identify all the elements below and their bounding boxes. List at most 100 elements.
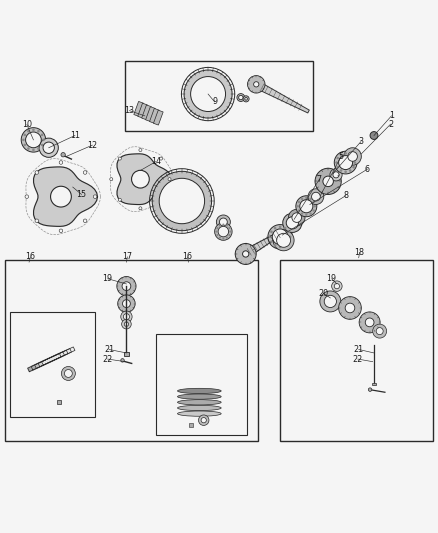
- Bar: [155, 334, 247, 434]
- Circle shape: [122, 282, 131, 290]
- Circle shape: [228, 227, 230, 229]
- Circle shape: [27, 147, 30, 150]
- Circle shape: [243, 96, 249, 102]
- Circle shape: [32, 128, 35, 131]
- Text: 2: 2: [388, 120, 393, 128]
- Circle shape: [118, 295, 135, 312]
- Circle shape: [110, 177, 113, 181]
- Circle shape: [314, 205, 316, 207]
- Circle shape: [215, 231, 217, 232]
- Bar: [11, 312, 95, 417]
- Text: 15: 15: [76, 190, 87, 199]
- Ellipse shape: [177, 389, 221, 393]
- Text: 13: 13: [124, 106, 134, 115]
- Circle shape: [123, 300, 131, 308]
- Circle shape: [313, 209, 315, 212]
- Text: 5: 5: [339, 151, 344, 160]
- Circle shape: [131, 171, 149, 188]
- Circle shape: [308, 189, 324, 205]
- Text: 20: 20: [319, 289, 329, 298]
- Circle shape: [245, 98, 247, 100]
- Circle shape: [230, 231, 231, 232]
- Circle shape: [309, 213, 312, 215]
- Text: 8: 8: [343, 191, 348, 200]
- Circle shape: [370, 132, 378, 140]
- Bar: [5, 260, 258, 441]
- Circle shape: [305, 197, 307, 199]
- Circle shape: [93, 195, 97, 198]
- Text: 21: 21: [353, 345, 364, 354]
- Bar: [189, 423, 193, 427]
- Circle shape: [191, 77, 226, 111]
- Circle shape: [279, 225, 282, 228]
- Circle shape: [273, 230, 294, 251]
- Circle shape: [344, 152, 347, 155]
- Circle shape: [61, 152, 65, 157]
- Bar: [149, 108, 159, 123]
- Text: 19: 19: [102, 274, 113, 283]
- Circle shape: [24, 143, 26, 146]
- Circle shape: [359, 312, 380, 333]
- Circle shape: [21, 128, 46, 152]
- Circle shape: [201, 417, 206, 423]
- Circle shape: [24, 134, 26, 136]
- Circle shape: [139, 149, 142, 151]
- Circle shape: [334, 284, 339, 289]
- Circle shape: [216, 234, 219, 236]
- Circle shape: [301, 213, 303, 215]
- Circle shape: [284, 244, 286, 247]
- Polygon shape: [42, 347, 75, 365]
- Polygon shape: [241, 229, 286, 260]
- Polygon shape: [38, 349, 71, 367]
- Bar: [125, 61, 313, 131]
- Circle shape: [365, 318, 374, 327]
- Text: 3: 3: [358, 137, 364, 146]
- Circle shape: [339, 156, 353, 169]
- Circle shape: [118, 157, 121, 160]
- Bar: [372, 383, 376, 385]
- Circle shape: [237, 94, 245, 101]
- Circle shape: [32, 149, 35, 151]
- Circle shape: [118, 198, 121, 201]
- Circle shape: [83, 219, 87, 223]
- Circle shape: [349, 154, 352, 156]
- Circle shape: [228, 234, 230, 236]
- Circle shape: [35, 219, 39, 223]
- Circle shape: [292, 213, 301, 222]
- Circle shape: [35, 171, 39, 174]
- Circle shape: [352, 157, 355, 159]
- Circle shape: [288, 209, 305, 226]
- Circle shape: [333, 172, 339, 178]
- Circle shape: [59, 161, 63, 164]
- Polygon shape: [35, 350, 68, 368]
- Circle shape: [315, 168, 341, 195]
- Circle shape: [268, 224, 292, 249]
- Circle shape: [152, 171, 212, 231]
- Ellipse shape: [177, 394, 221, 399]
- Circle shape: [226, 224, 228, 227]
- Circle shape: [344, 148, 361, 165]
- Text: 18: 18: [355, 248, 364, 257]
- Polygon shape: [252, 79, 309, 113]
- Circle shape: [219, 218, 227, 226]
- Circle shape: [272, 229, 288, 245]
- Circle shape: [301, 198, 303, 200]
- Circle shape: [25, 132, 41, 148]
- Circle shape: [218, 227, 229, 237]
- Circle shape: [37, 147, 40, 150]
- Circle shape: [43, 142, 54, 154]
- Circle shape: [159, 157, 162, 160]
- Circle shape: [117, 277, 136, 296]
- Circle shape: [168, 177, 171, 181]
- Circle shape: [352, 166, 355, 168]
- Circle shape: [376, 328, 383, 335]
- Circle shape: [122, 319, 131, 329]
- Text: 16: 16: [183, 253, 193, 261]
- Circle shape: [243, 251, 249, 257]
- Text: 10: 10: [22, 120, 32, 129]
- Circle shape: [368, 388, 372, 391]
- Text: 6: 6: [365, 165, 370, 174]
- Circle shape: [216, 227, 219, 229]
- Circle shape: [284, 227, 286, 229]
- Text: 21: 21: [104, 345, 114, 354]
